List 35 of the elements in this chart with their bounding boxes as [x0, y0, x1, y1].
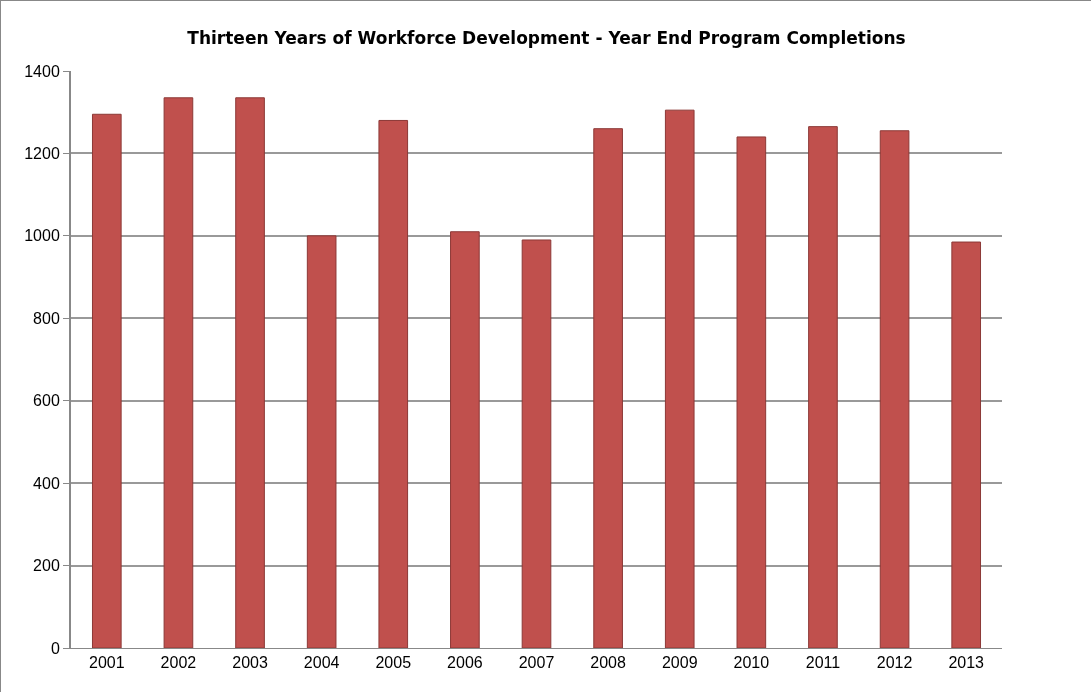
y-tick-label: 200 — [33, 557, 60, 575]
x-tick-label: 2007 — [518, 654, 555, 672]
x-tick-label: 2003 — [232, 654, 268, 672]
bar — [91, 113, 122, 648]
x-tick-label: 2001 — [89, 654, 125, 672]
chart-title: Thirteen Years of Workforce Development - Year End Program Completions — [187, 28, 906, 49]
bar — [163, 97, 194, 648]
y-tick-label: 1000 — [24, 227, 60, 245]
y-tick-label: 600 — [33, 392, 60, 410]
bar — [808, 126, 838, 648]
x-tick-label: 2002 — [160, 654, 197, 672]
y-tick-label: 1400 — [24, 62, 60, 80]
x-tick-label: 2005 — [375, 654, 412, 672]
x-tick-label: 2013 — [948, 654, 985, 672]
y-tick-label: 800 — [33, 309, 60, 327]
y-tick-label: 400 — [33, 474, 60, 492]
bar — [521, 239, 552, 648]
x-tick-label: 2006 — [447, 654, 483, 672]
x-tick-label: 2008 — [590, 654, 627, 672]
y-tick-label: 1200 — [24, 145, 60, 163]
bar — [235, 97, 265, 648]
bar — [306, 235, 337, 648]
bar — [951, 241, 982, 648]
bar — [736, 136, 767, 648]
bar — [879, 130, 910, 648]
bar — [450, 231, 480, 648]
x-tick-label: 2011 — [805, 654, 841, 672]
y-tick-label: 0 — [50, 639, 60, 657]
bar — [593, 128, 623, 648]
x-tick-label: 2009 — [661, 654, 698, 672]
bar — [664, 109, 695, 648]
x-tick-label: 2012 — [876, 654, 913, 672]
x-tick-label: 2010 — [733, 654, 770, 672]
bar — [378, 119, 409, 648]
x-tick-label: 2004 — [303, 654, 340, 672]
